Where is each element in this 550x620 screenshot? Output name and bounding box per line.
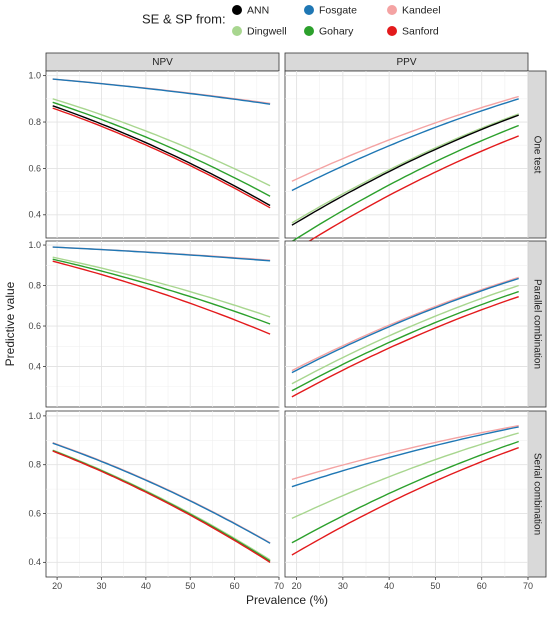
panel-one-test-npv: 0.4 0.6 0.8 1.0 xyxy=(28,70,280,239)
series-line-dingwell xyxy=(291,284,519,385)
series-line-gohary xyxy=(52,101,271,197)
legend-label-ann: ANN xyxy=(247,4,269,16)
x-tick-label: 30 xyxy=(96,581,106,591)
series-line-gohary xyxy=(291,124,519,243)
panel-frame xyxy=(284,240,529,408)
series-line-fosgate xyxy=(52,246,271,262)
series-line-fosgate xyxy=(291,277,519,374)
legend-label-dingwell: Dingwell xyxy=(247,25,287,37)
series-line-kandeel xyxy=(291,276,519,372)
panel-frame xyxy=(45,410,280,578)
series-line-fosgate xyxy=(291,426,519,488)
y-tick-label: 0.6 xyxy=(28,321,41,331)
legend-label-gohary: Gohary xyxy=(319,25,354,37)
x-tick-label: 70 xyxy=(274,581,284,591)
legend-key-kandeel xyxy=(387,5,397,15)
x-tick-label: 70 xyxy=(523,581,533,591)
y-tick-label: 1.0 xyxy=(28,240,41,250)
x-tick-label: 20 xyxy=(292,581,302,591)
series-line-ann xyxy=(52,105,271,207)
legend-key-dingwell xyxy=(232,26,242,36)
panel-serial-combination-ppv: 20 30 40 50 60 70 xyxy=(284,410,533,591)
legend-label-kandeel: Kandeel xyxy=(402,4,441,16)
x-tick-label: 50 xyxy=(185,581,195,591)
series-line-kandeel xyxy=(291,95,519,182)
y-tick-label: 0.8 xyxy=(28,280,41,290)
series-line-fosgate xyxy=(52,442,271,544)
series-line-kandeel xyxy=(291,424,519,481)
series-line-sanford xyxy=(291,296,519,398)
y-axis-title: Predictive value xyxy=(3,281,17,366)
series-line-fosgate xyxy=(291,98,519,192)
y-tick-label: 0.4 xyxy=(28,210,41,220)
series-line-dingwell xyxy=(52,256,271,318)
series-line-dingwell xyxy=(291,432,519,520)
row-strip-label-parallel-combination: Parallel combination xyxy=(531,279,542,369)
y-tick-label: 0.6 xyxy=(28,508,41,518)
series-line-gohary xyxy=(291,440,519,544)
series-line-sanford xyxy=(52,107,271,209)
legend-key-ann xyxy=(232,5,242,15)
legend-title: SE & SP from: xyxy=(142,11,226,26)
y-tick-label: 0.4 xyxy=(28,361,41,371)
panel-serial-combination-npv: 0.4 0.6 0.8 1.0 20 30 40 50 60 70 xyxy=(28,410,284,591)
panel-one-test-ppv xyxy=(284,70,529,253)
row-strip-label-one-test: One test xyxy=(531,136,542,174)
series-line-gohary xyxy=(291,290,519,392)
x-axis-title: Prevalence (%) xyxy=(246,593,328,607)
panel-parallel-combination-ppv xyxy=(284,240,529,408)
row-strip-label-serial-combination: Serial combination xyxy=(531,453,542,535)
y-tick-label: 1.0 xyxy=(28,71,41,81)
series-line-fosgate xyxy=(52,78,271,105)
x-tick-label: 30 xyxy=(338,581,348,591)
panel-frame xyxy=(45,70,280,239)
legend-label-sanford: Sanford xyxy=(402,25,439,37)
y-tick-label: 0.8 xyxy=(28,460,41,470)
x-tick-label: 60 xyxy=(477,581,487,591)
x-tick-label: 40 xyxy=(384,581,394,591)
y-tick-label: 0.6 xyxy=(28,163,41,173)
x-tick-label: 60 xyxy=(230,581,240,591)
y-tick-label: 0.4 xyxy=(28,557,41,567)
series-line-gohary xyxy=(52,258,271,325)
series-line-dingwell xyxy=(52,98,271,187)
series-line-sanford xyxy=(291,446,519,556)
x-tick-label: 20 xyxy=(52,581,62,591)
column-strip-label-npv: NPV xyxy=(152,57,173,68)
legend-key-sanford xyxy=(387,26,397,36)
panel-parallel-combination-npv: 0.4 0.6 0.8 1.0 xyxy=(28,240,280,408)
column-strip-label-ppv: PPV xyxy=(396,57,416,68)
legend: SE & SP from: ANN Fosgate Kandeel Dingwell Go… xyxy=(142,4,441,37)
series-line-sanford xyxy=(291,135,519,253)
x-tick-label: 50 xyxy=(430,581,440,591)
series-line-ann xyxy=(291,114,519,226)
panel-frame xyxy=(284,70,529,239)
y-tick-label: 0.8 xyxy=(28,117,41,127)
series-line-sanford xyxy=(52,450,271,563)
panel-frame xyxy=(45,240,280,408)
legend-key-fosgate xyxy=(304,5,314,15)
legend-label-fosgate: Fosgate xyxy=(319,4,357,16)
x-tick-label: 40 xyxy=(141,581,151,591)
legend-key-gohary xyxy=(304,26,314,36)
series-line-dingwell xyxy=(291,113,519,224)
series-line-sanford xyxy=(52,260,271,335)
y-tick-label: 1.0 xyxy=(28,411,41,421)
